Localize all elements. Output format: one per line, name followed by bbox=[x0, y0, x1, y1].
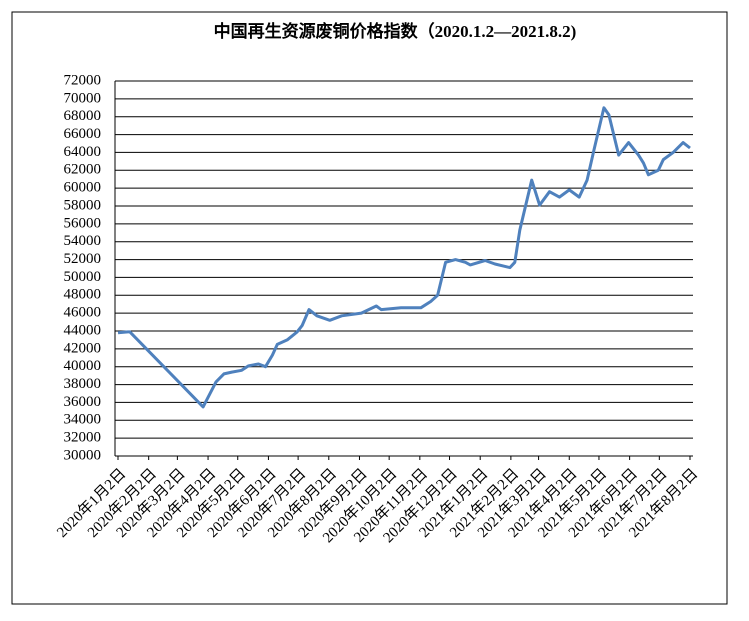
y-tick-label: 52000 bbox=[64, 251, 102, 267]
y-tick-label: 70000 bbox=[64, 90, 102, 106]
y-tick-label: 64000 bbox=[64, 144, 102, 160]
y-tick-label: 36000 bbox=[64, 394, 102, 410]
data-line bbox=[117, 106, 691, 409]
y-tick-label: 54000 bbox=[64, 233, 102, 249]
y-tick-label: 48000 bbox=[64, 287, 102, 303]
y-tick-label: 38000 bbox=[64, 376, 102, 392]
y-tick-label: 56000 bbox=[64, 215, 102, 231]
y-tick-label: 46000 bbox=[64, 305, 102, 321]
y-tick-label: 66000 bbox=[64, 126, 102, 142]
chart-title: 中国再生资源废铜价格指数（2020.1.2—2021.8.2) bbox=[214, 21, 577, 41]
y-tick-label: 44000 bbox=[64, 322, 102, 338]
y-tick-label: 50000 bbox=[64, 269, 102, 285]
y-tick-label: 58000 bbox=[64, 197, 102, 213]
y-tick-label: 32000 bbox=[64, 430, 102, 446]
y-tick-label: 34000 bbox=[64, 412, 102, 428]
y-tick-label: 40000 bbox=[64, 358, 102, 374]
y-tick-label: 42000 bbox=[64, 340, 102, 356]
y-tick-label: 68000 bbox=[64, 108, 102, 124]
y-tick-label: 60000 bbox=[64, 180, 102, 196]
y-tick-label: 72000 bbox=[64, 72, 102, 88]
y-tick-label: 62000 bbox=[64, 162, 102, 178]
y-tick-label: 30000 bbox=[64, 447, 102, 463]
